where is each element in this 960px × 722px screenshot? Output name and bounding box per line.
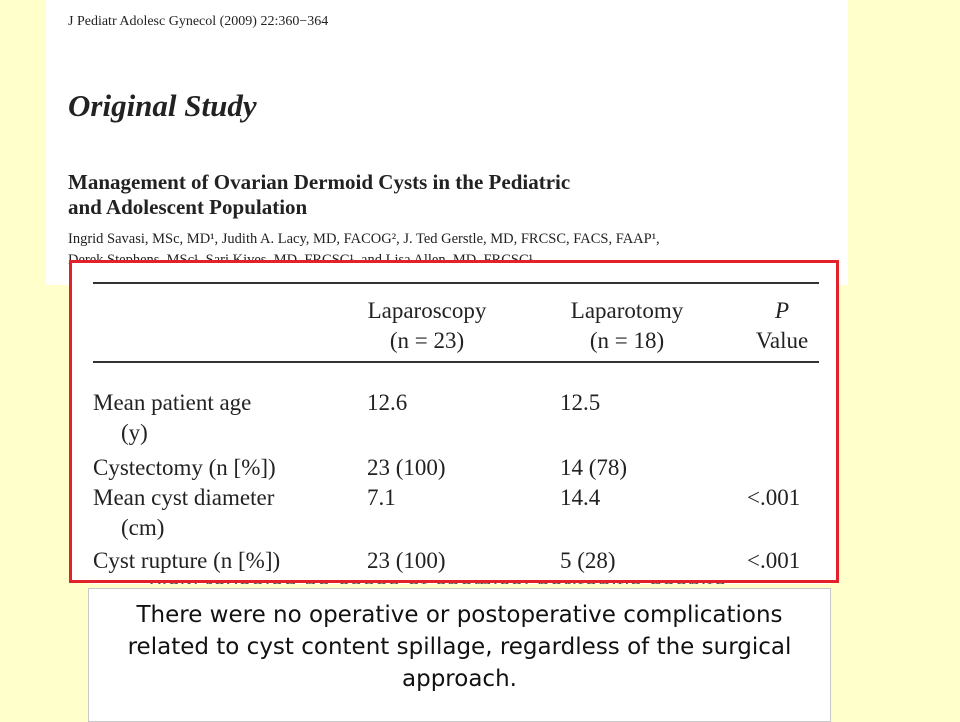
row-label: Cyst rupture (n [%]) [93,548,281,573]
article-title-line: Management of Ovarian Dermoid Cysts in t… [68,170,571,194]
cell-laparotomy: 5 (28) [560,548,616,573]
table-header-rule [93,361,819,363]
cell-laparoscopy: 12.6 [367,390,408,415]
row-label: Cystectomy (n [%]) [93,455,276,480]
section-heading: Original Study [68,88,257,123]
col-header-laparoscopy: Laparoscopy (n = 23) [367,298,487,353]
table-top-rule [93,282,819,284]
cell-laparotomy: 14 (78) [560,455,628,480]
cell-p-value: <.001 [747,548,801,573]
author-line: Ingrid Savasi, MSc, MD¹, Judith A. Lacy,… [68,231,660,247]
cell-laparotomy: 14.4 [560,485,601,510]
col-header-laparotomy: Laparotomy (n = 18) [570,298,684,353]
cell-laparotomy: 12.5 [560,390,601,415]
cell-laparoscopy: 23 (100) [367,455,446,480]
col-header-p-value: P Value [755,298,809,353]
cell-laparoscopy: 7.1 [367,485,396,510]
article-title-line: and Adolescent Population [68,195,308,219]
cell-p-value: <.001 [747,485,801,510]
cell-laparoscopy: 23 (100) [367,548,446,573]
journal-reference: J Pediatr Adolesc Gynecol (2009) 22:360−… [68,14,329,29]
summary-text: There were no operative or postoperative… [127,602,792,692]
summary-callout: There were no operative or postoperative… [88,588,831,722]
article-title: Management of Ovarian Dermoid Cysts in t… [68,170,828,220]
article-header-clip: J Pediatr Adolesc Gynecol (2009) 22:360−… [46,0,848,285]
row-label: Mean cyst diameter (cm) [93,485,275,540]
results-table: Laparoscopy (n = 23) Laparotomy (n = 18)… [69,260,839,583]
row-label: Mean patient age (y) [93,390,252,445]
